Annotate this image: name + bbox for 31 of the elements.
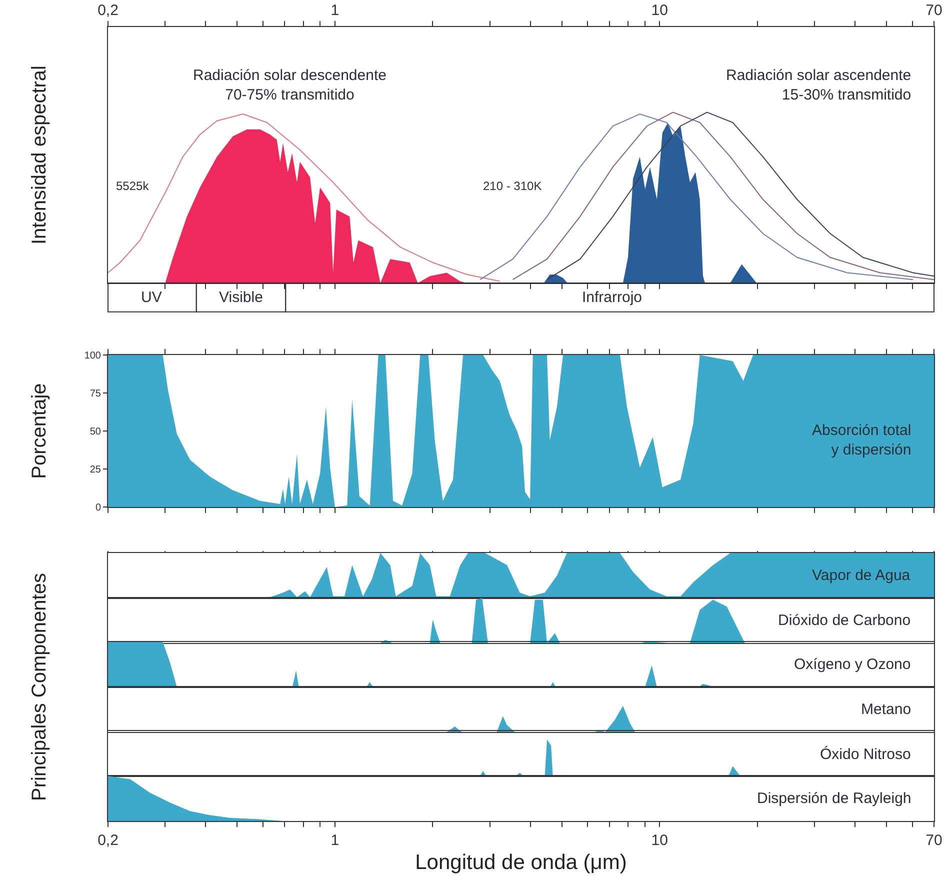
text: UV <box>141 289 162 306</box>
y-tick-label: 25 <box>90 464 102 476</box>
x-tick-label: 10 <box>651 832 668 848</box>
y-tick-label: 50 <box>90 426 102 438</box>
x-tick-label: 1 <box>330 832 340 848</box>
x-tick-label: 10 <box>651 2 668 19</box>
x-tick-label: 0,2 <box>98 832 118 848</box>
annotation: 210 - 310K <box>483 179 542 193</box>
annotation: Absorción total y dispersión <box>812 422 912 458</box>
y-tick-label: 0 <box>95 502 102 514</box>
text: Radiación solar descendente 70-75% transmitido <box>193 67 386 104</box>
annotation: Óxido Nitroso <box>820 745 911 763</box>
x-tick-label: 0,2 <box>98 2 118 19</box>
text: Visible <box>219 289 263 306</box>
annotation: Dióxido de Carbono <box>778 612 911 628</box>
x-tick-label: 70 <box>926 832 942 848</box>
y-tick-label: 100 <box>84 350 102 362</box>
y-axis-title: Porcentaje <box>28 383 52 479</box>
y-axis-title: Principales Componentes <box>28 572 52 800</box>
x-axis-title: Longitud de onda (μm) <box>415 850 627 874</box>
annotation: Oxígeno y Ozono <box>794 656 911 673</box>
y-axis-title: Intensidad espectral <box>28 65 52 245</box>
y-tick-label: 75 <box>90 388 102 400</box>
text: Radiación solar ascendente 15-30% transmitido <box>726 67 912 104</box>
annotation: Vapor de Agua <box>812 567 911 584</box>
annotation: Metano <box>861 700 912 718</box>
annotation: Dispersión de Rayleigh <box>757 790 912 806</box>
x-tick-label: 1 <box>330 2 340 19</box>
text: Infrarrojo <box>582 289 642 306</box>
x-tick-label: 70 <box>926 2 942 19</box>
annotation: 5525k <box>116 179 150 193</box>
